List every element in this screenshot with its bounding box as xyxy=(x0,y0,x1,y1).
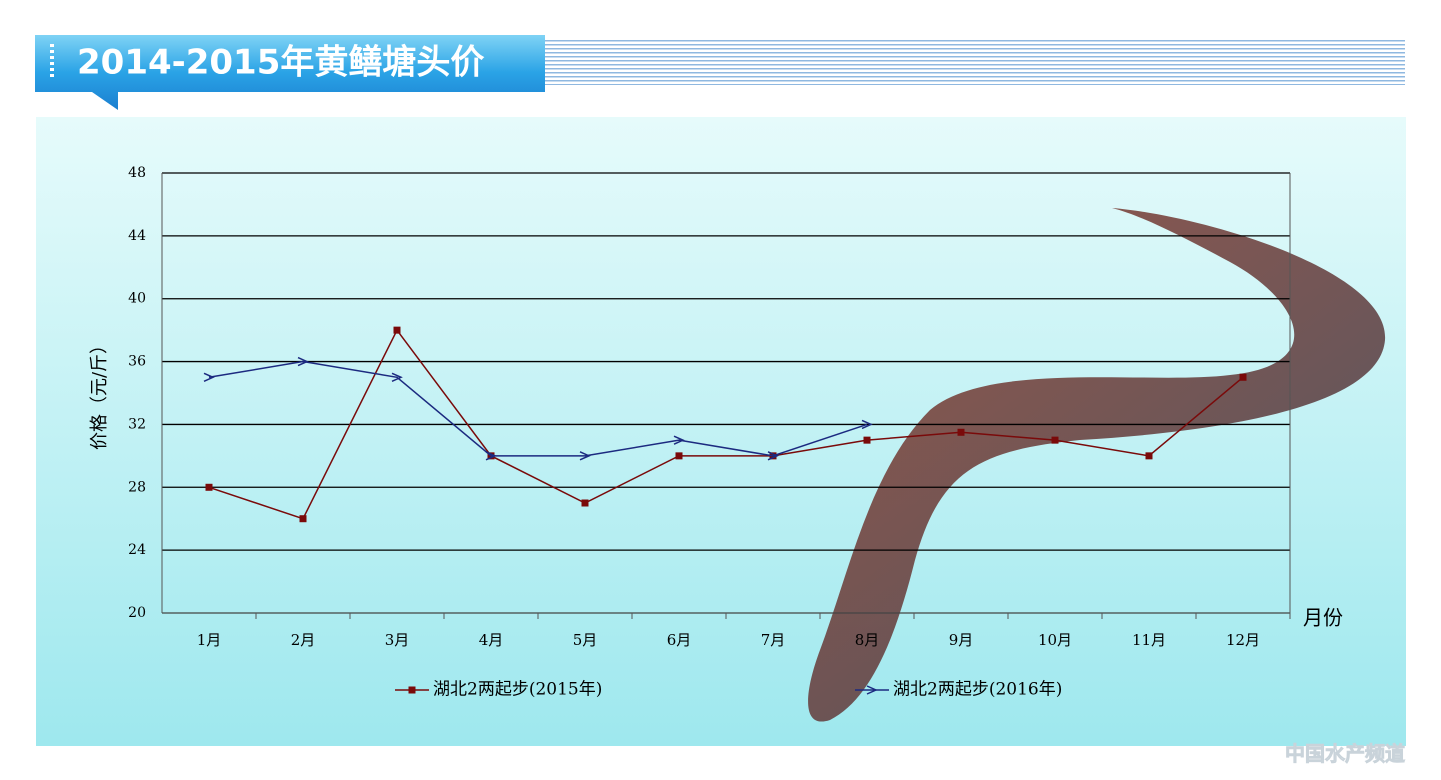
point-marker xyxy=(767,451,779,461)
watermark: 中国水产频道 xyxy=(1285,742,1405,766)
point-marker xyxy=(957,428,965,436)
point-marker xyxy=(205,483,213,491)
point-marker xyxy=(393,326,401,334)
x-tick-label: 5月 xyxy=(573,631,598,649)
point-marker xyxy=(673,435,685,445)
plot-panel xyxy=(36,117,1406,746)
point-marker xyxy=(391,372,403,382)
chart-title: 2014-2015年黄鳝塘头价 xyxy=(77,43,484,83)
x-tick-label: 9月 xyxy=(949,631,974,649)
x-tick-label: 12月 xyxy=(1226,631,1260,649)
y-tick-label: 36 xyxy=(128,354,146,370)
point-marker xyxy=(299,515,307,523)
x-tick-label: 3月 xyxy=(385,631,410,649)
banner-dots xyxy=(50,44,54,77)
point-marker xyxy=(1239,373,1247,381)
point-marker xyxy=(297,356,309,367)
series-line xyxy=(208,360,868,457)
point-marker xyxy=(863,436,871,444)
point-marker xyxy=(408,686,416,694)
legend-label: 湖北2两起步(2016年) xyxy=(893,680,1062,700)
x-tick-label: 4月 xyxy=(479,631,504,649)
point-marker xyxy=(866,685,878,695)
point-marker xyxy=(579,451,591,461)
point-marker xyxy=(485,451,497,461)
y-tick-label: 44 xyxy=(128,228,146,244)
x-tick-label: 8月 xyxy=(855,631,880,649)
point-marker xyxy=(861,419,873,430)
x-tick-label: 11月 xyxy=(1132,631,1166,649)
x-tick-label: 7月 xyxy=(761,631,786,649)
x-tick-label: 2月 xyxy=(291,631,316,649)
point-marker xyxy=(1051,436,1059,444)
y-tick-label: 48 xyxy=(128,165,146,181)
y-tick-label: 20 xyxy=(128,605,146,621)
point-marker xyxy=(1145,452,1153,460)
y-tick-label: 32 xyxy=(128,416,146,432)
x-tick-label: 1月 xyxy=(197,631,222,649)
legend-label: 湖北2两起步(2015年) xyxy=(433,680,602,700)
x-tick-label: 6月 xyxy=(667,631,692,649)
eel-picture xyxy=(808,208,1386,722)
title-banner xyxy=(35,35,545,110)
y-axis-title: 价格（元/斤） xyxy=(89,336,110,450)
point-marker xyxy=(675,452,683,460)
x-tick-label: 10月 xyxy=(1038,631,1072,649)
y-tick-label: 28 xyxy=(128,479,146,495)
y-tick-label: 40 xyxy=(128,291,146,307)
header-stripes xyxy=(545,38,1405,85)
series-line xyxy=(208,328,1244,520)
point-marker xyxy=(581,499,589,507)
x-axis-title: 月份 xyxy=(1303,606,1343,630)
y-tick-label: 24 xyxy=(128,542,146,558)
point-marker xyxy=(203,372,215,382)
